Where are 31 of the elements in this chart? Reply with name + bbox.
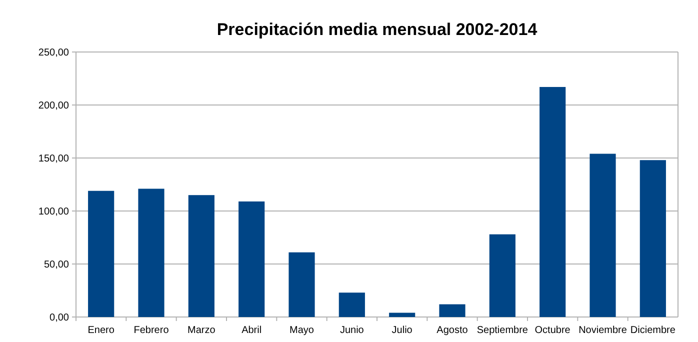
bar	[188, 195, 214, 317]
x-tick-label: Octubre	[534, 325, 571, 336]
bar	[590, 154, 616, 317]
x-tick-label: Mayo	[290, 325, 314, 336]
x-tick-label: Diciembre	[630, 325, 676, 336]
y-tick-label: 100,00	[38, 206, 70, 218]
x-tick-label: Enero	[88, 325, 115, 336]
x-tick-label: Agosto	[436, 325, 468, 336]
chart-title: Precipitación media mensual 2002-2014	[216, 20, 538, 39]
bar	[238, 201, 265, 317]
bar	[288, 252, 315, 317]
x-tick-label: Noviembre	[578, 325, 628, 336]
bar	[88, 190, 114, 317]
bar	[489, 234, 516, 317]
bar	[540, 86, 566, 317]
bar	[640, 160, 666, 317]
y-tick-label: 0,00	[50, 312, 70, 324]
y-tick-label: 200,00	[38, 100, 70, 112]
x-tick-label: Septiembre	[476, 325, 528, 336]
x-tick-label: Abril	[242, 325, 262, 336]
y-tick-label: 50,00	[44, 260, 70, 270]
bar	[389, 312, 416, 317]
x-tick-label: Julio	[392, 325, 413, 336]
y-tick-label: 250,00	[38, 48, 70, 58]
x-tick-label: Marzo	[188, 325, 216, 336]
x-tick-label: Febrero	[134, 325, 170, 336]
bar	[138, 188, 164, 317]
y-tick-label: 150,00	[38, 154, 70, 164]
x-tick-label: Junio	[340, 325, 364, 336]
bar	[338, 292, 365, 317]
bar	[439, 304, 466, 317]
